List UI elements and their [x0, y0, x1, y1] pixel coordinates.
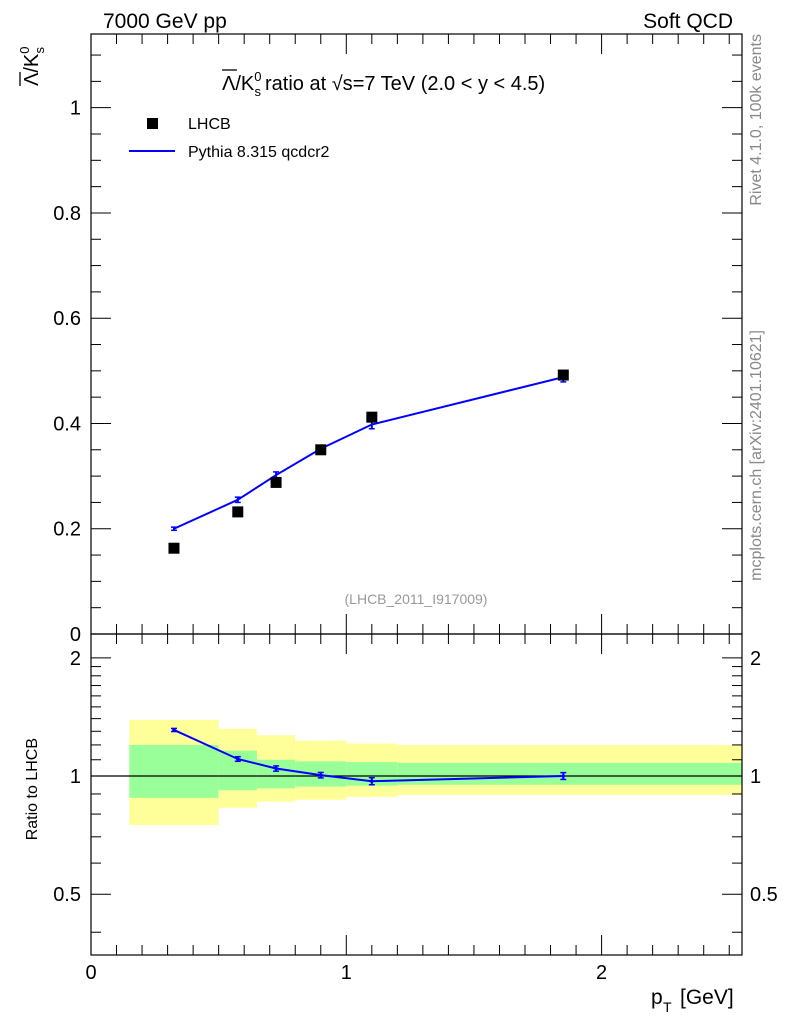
ratio-tick-labels: 0.5 0.5 1 1 2 2 0 1 2	[53, 648, 778, 984]
main-y-tick-label: 0.8	[53, 203, 81, 225]
title-ratio-text: ratio at	[265, 73, 332, 95]
header-category-label: Soft QCD	[643, 10, 733, 33]
title-k-sub: s	[255, 84, 262, 99]
main-y-tick-label: 0.2	[53, 519, 81, 541]
ylabel-lambda: Λ	[21, 72, 43, 86]
x-tick-label: 0	[85, 962, 96, 984]
main-y-tick-label: 0.6	[53, 308, 81, 330]
x-axis-label-sub: T	[663, 999, 672, 1015]
legend: LHCB Pythia 8.315 qcdcr2	[129, 116, 330, 161]
main-y-axis-label: Λ/K0s	[17, 47, 47, 87]
ratio-point	[274, 766, 278, 771]
mcplots-url-label: mcplots.cern.ch [arXiv:2401.10621]	[748, 330, 765, 581]
title-lambda-bar: Λ	[222, 73, 236, 95]
lhcb-data-point	[315, 444, 327, 456]
main-y-tick-labels: 0 0.2 0.4 0.6 0.8 1	[53, 98, 81, 646]
ratio-plot-frame	[90, 633, 743, 956]
lhcb-data-point	[366, 411, 378, 423]
ratio-point	[561, 774, 566, 778]
ratio-point	[172, 728, 176, 732]
lhcb-data-point	[168, 542, 180, 554]
ratio-plot-panel: 0.5 0.5 1 1 2 2 0 1 2 Ratio to LHCB p T [GeV]	[24, 633, 778, 1015]
ratio-y-tick-label-left: 1	[70, 766, 81, 788]
ratio-band-inner	[129, 744, 219, 798]
x-tick-label: 1	[341, 962, 352, 984]
x-axis-label-p: p	[651, 986, 663, 1009]
main-y-tick-label: 0	[70, 624, 81, 646]
ratio-y-tick-label-right: 1	[750, 766, 761, 788]
main-y-ticks	[90, 34, 742, 635]
ratio-y-tick-label-left: 0.5	[53, 884, 81, 906]
ratio-point	[318, 773, 323, 777]
ratio-y-axis-label: Ratio to LHCB	[24, 738, 41, 840]
ratio-ticks	[90, 634, 742, 955]
title-rest: =7 TeV (2.0 < y < 4.5)	[353, 73, 546, 95]
ratio-y-tick-label-left: 2	[70, 648, 81, 670]
ratio-point	[235, 757, 240, 761]
plot-title: Λ/K0 s ratio at √s=7 TeV (2.0 < y < 4.5)	[222, 69, 545, 99]
x-axis-label-unit: [GeV]	[680, 986, 734, 1009]
legend-label-lhcb: LHCB	[188, 116, 231, 133]
lhcb-data-point	[270, 476, 282, 488]
lhcb-data-point	[557, 369, 569, 381]
ratio-band-inner	[397, 762, 742, 785]
main-y-tick-label: 1	[70, 98, 81, 120]
header-energy-label: 7000 GeV pp	[103, 10, 227, 33]
main-plot-panel: 00.20.40.60.81 Λ/K0 s ratio at √s=7 TeV (2…	[17, 33, 743, 646]
main-y-tick-label: 0.4	[53, 413, 81, 435]
ratio-y-tick-label-right: 0.5	[750, 884, 778, 906]
ratio-y-tick-label-right: 2	[750, 648, 761, 670]
title-sqrt-s: √s	[332, 73, 353, 95]
ylabel-super: 0	[17, 47, 32, 54]
ylabel-sub: s	[32, 47, 47, 54]
title-slash: /K	[235, 73, 255, 95]
ratio-plot-marks	[91, 719, 742, 826]
lhcb-data-point	[232, 506, 244, 518]
x-tick-label: 2	[596, 962, 607, 984]
ratio-band-inner	[256, 759, 296, 789]
ylabel-slash-k: /K	[21, 53, 43, 73]
main-plot-marks	[168, 369, 569, 554]
title-k-super: 0	[254, 69, 261, 84]
ratio-pythia-line	[173, 729, 564, 783]
legend-marker-lhcb	[147, 118, 158, 129]
rivet-version-label: Rivet 4.1.0, 100k events	[748, 34, 765, 206]
legend-label-pythia: Pythia 8.315 qcdcr2	[188, 144, 330, 161]
svg-text:Λ/K0s: Λ/K0s	[17, 47, 47, 87]
ratio-point	[370, 779, 374, 784]
pythia-line	[173, 376, 564, 530]
analysis-id-label: (LHCB_2011_I917009)	[345, 591, 488, 607]
